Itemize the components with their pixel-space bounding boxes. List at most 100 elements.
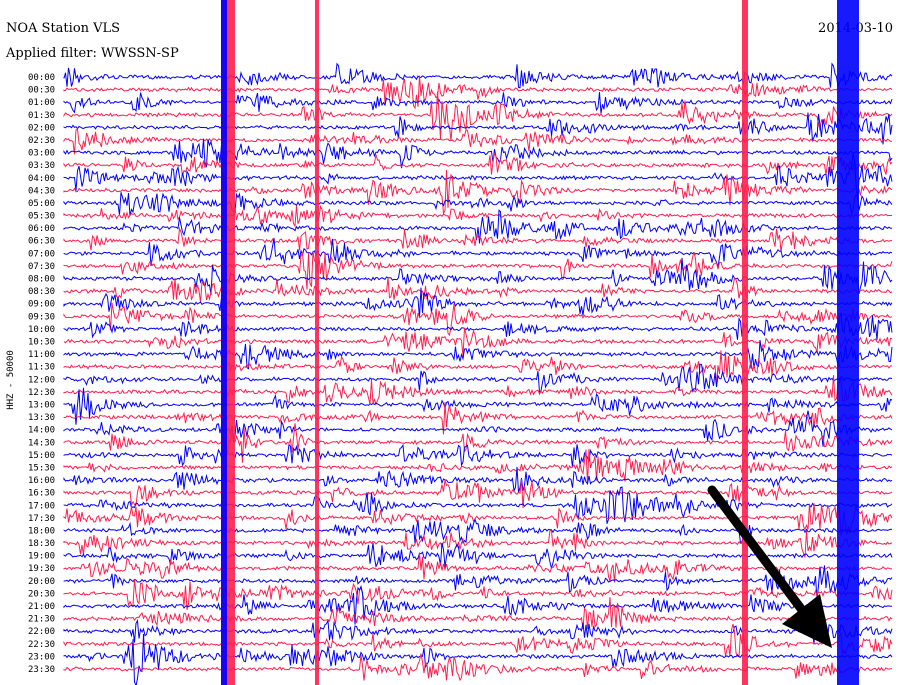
trace <box>63 327 893 357</box>
trace <box>63 192 893 216</box>
trace <box>63 448 893 484</box>
trace <box>63 410 893 447</box>
row-label: 05:30 <box>28 212 55 222</box>
event-band <box>315 0 319 685</box>
trace <box>63 585 892 625</box>
trace <box>63 597 893 630</box>
row-label: 18:30 <box>28 539 55 549</box>
trace <box>63 517 893 544</box>
row-label: 17:00 <box>28 501 55 511</box>
row-label: 12:30 <box>28 388 55 398</box>
row-label: 12:00 <box>28 375 55 385</box>
trace <box>63 552 893 583</box>
trace <box>63 92 893 114</box>
trace <box>63 91 893 142</box>
row-label: 22:00 <box>28 627 55 637</box>
trace <box>63 542 893 569</box>
row-label: 21:30 <box>28 615 55 625</box>
row-label: 08:30 <box>28 287 55 297</box>
arrow <box>707 485 832 648</box>
trace <box>63 466 893 493</box>
event-band <box>221 0 227 685</box>
trace <box>63 375 893 406</box>
row-label: 08:00 <box>28 275 55 285</box>
trace <box>63 363 893 394</box>
row-label: 19:00 <box>28 552 55 562</box>
trace <box>63 565 893 600</box>
trace <box>63 153 893 199</box>
trace <box>63 237 893 268</box>
row-label: 15:30 <box>28 463 55 473</box>
row-label: 10:30 <box>28 338 55 348</box>
trace <box>63 226 893 253</box>
trace <box>63 169 893 216</box>
trace <box>63 486 893 524</box>
row-label: 04:00 <box>28 174 55 184</box>
trace <box>63 502 893 536</box>
row-label: 14:00 <box>28 426 55 436</box>
trace <box>63 443 893 468</box>
row-label: 23:30 <box>28 665 55 675</box>
row-label: 07:30 <box>28 262 55 272</box>
row-label: 13:00 <box>28 400 55 410</box>
trace <box>63 204 893 228</box>
trace <box>63 350 893 386</box>
station-title: NOA Station VLS <box>6 21 120 36</box>
row-label: 09:30 <box>28 312 55 322</box>
trace <box>63 579 893 610</box>
arrow-head <box>782 594 832 648</box>
trace <box>63 653 893 682</box>
row-label: 11:30 <box>28 363 55 373</box>
trace <box>63 387 893 425</box>
row-label: 01:30 <box>28 111 55 121</box>
row-label: 20:00 <box>28 577 55 587</box>
row-label: 15:00 <box>28 451 55 461</box>
trace <box>63 62 893 89</box>
row-label: 20:30 <box>28 589 55 599</box>
trace <box>63 311 893 340</box>
row-labels: 00:00 00:30 01:00 01:30 02:00 02:30 03:00 03:30… <box>28 73 55 675</box>
row-label: 16:30 <box>28 489 55 499</box>
event-band <box>742 0 748 685</box>
trace <box>63 257 893 295</box>
trace <box>63 528 893 558</box>
row-label: 05:00 <box>28 199 55 209</box>
row-label: 14:30 <box>28 438 55 448</box>
traces <box>63 0 893 685</box>
row-label: 02:00 <box>28 123 55 133</box>
arrow-shaft <box>707 485 813 623</box>
row-label: 16:00 <box>28 476 55 486</box>
row-label: 03:30 <box>28 161 55 171</box>
filter-label: Applied filter: WWSSN-SP <box>5 46 179 61</box>
axis-label: HHZ - 50000 <box>6 350 16 410</box>
row-label: 10:00 <box>28 325 55 335</box>
row-label: 07:00 <box>28 249 55 259</box>
trace <box>63 250 893 290</box>
trace <box>63 277 893 303</box>
row-label: 06:30 <box>28 237 55 247</box>
trace <box>63 302 893 337</box>
trace <box>63 402 893 435</box>
trace <box>63 152 893 176</box>
trace <box>63 623 893 658</box>
trace <box>63 423 893 463</box>
row-label: 03:00 <box>28 149 55 159</box>
row-label: 23:00 <box>28 652 55 662</box>
trace <box>63 75 893 110</box>
trace <box>63 287 893 318</box>
row-label: 22:30 <box>28 640 55 650</box>
row-label: 00:00 <box>28 73 55 83</box>
row-label: 19:30 <box>28 564 55 574</box>
row-label: 00:30 <box>28 86 55 96</box>
row-label: 06:00 <box>28 224 55 234</box>
row-label: 17:30 <box>28 514 55 524</box>
row-label: 18:00 <box>28 526 55 536</box>
row-label: 11:00 <box>28 350 55 360</box>
row-label: 01:00 <box>28 98 55 108</box>
trace <box>63 128 893 155</box>
event-band <box>837 0 859 685</box>
row-label: 13:30 <box>28 413 55 423</box>
row-label: 04:30 <box>28 186 55 196</box>
